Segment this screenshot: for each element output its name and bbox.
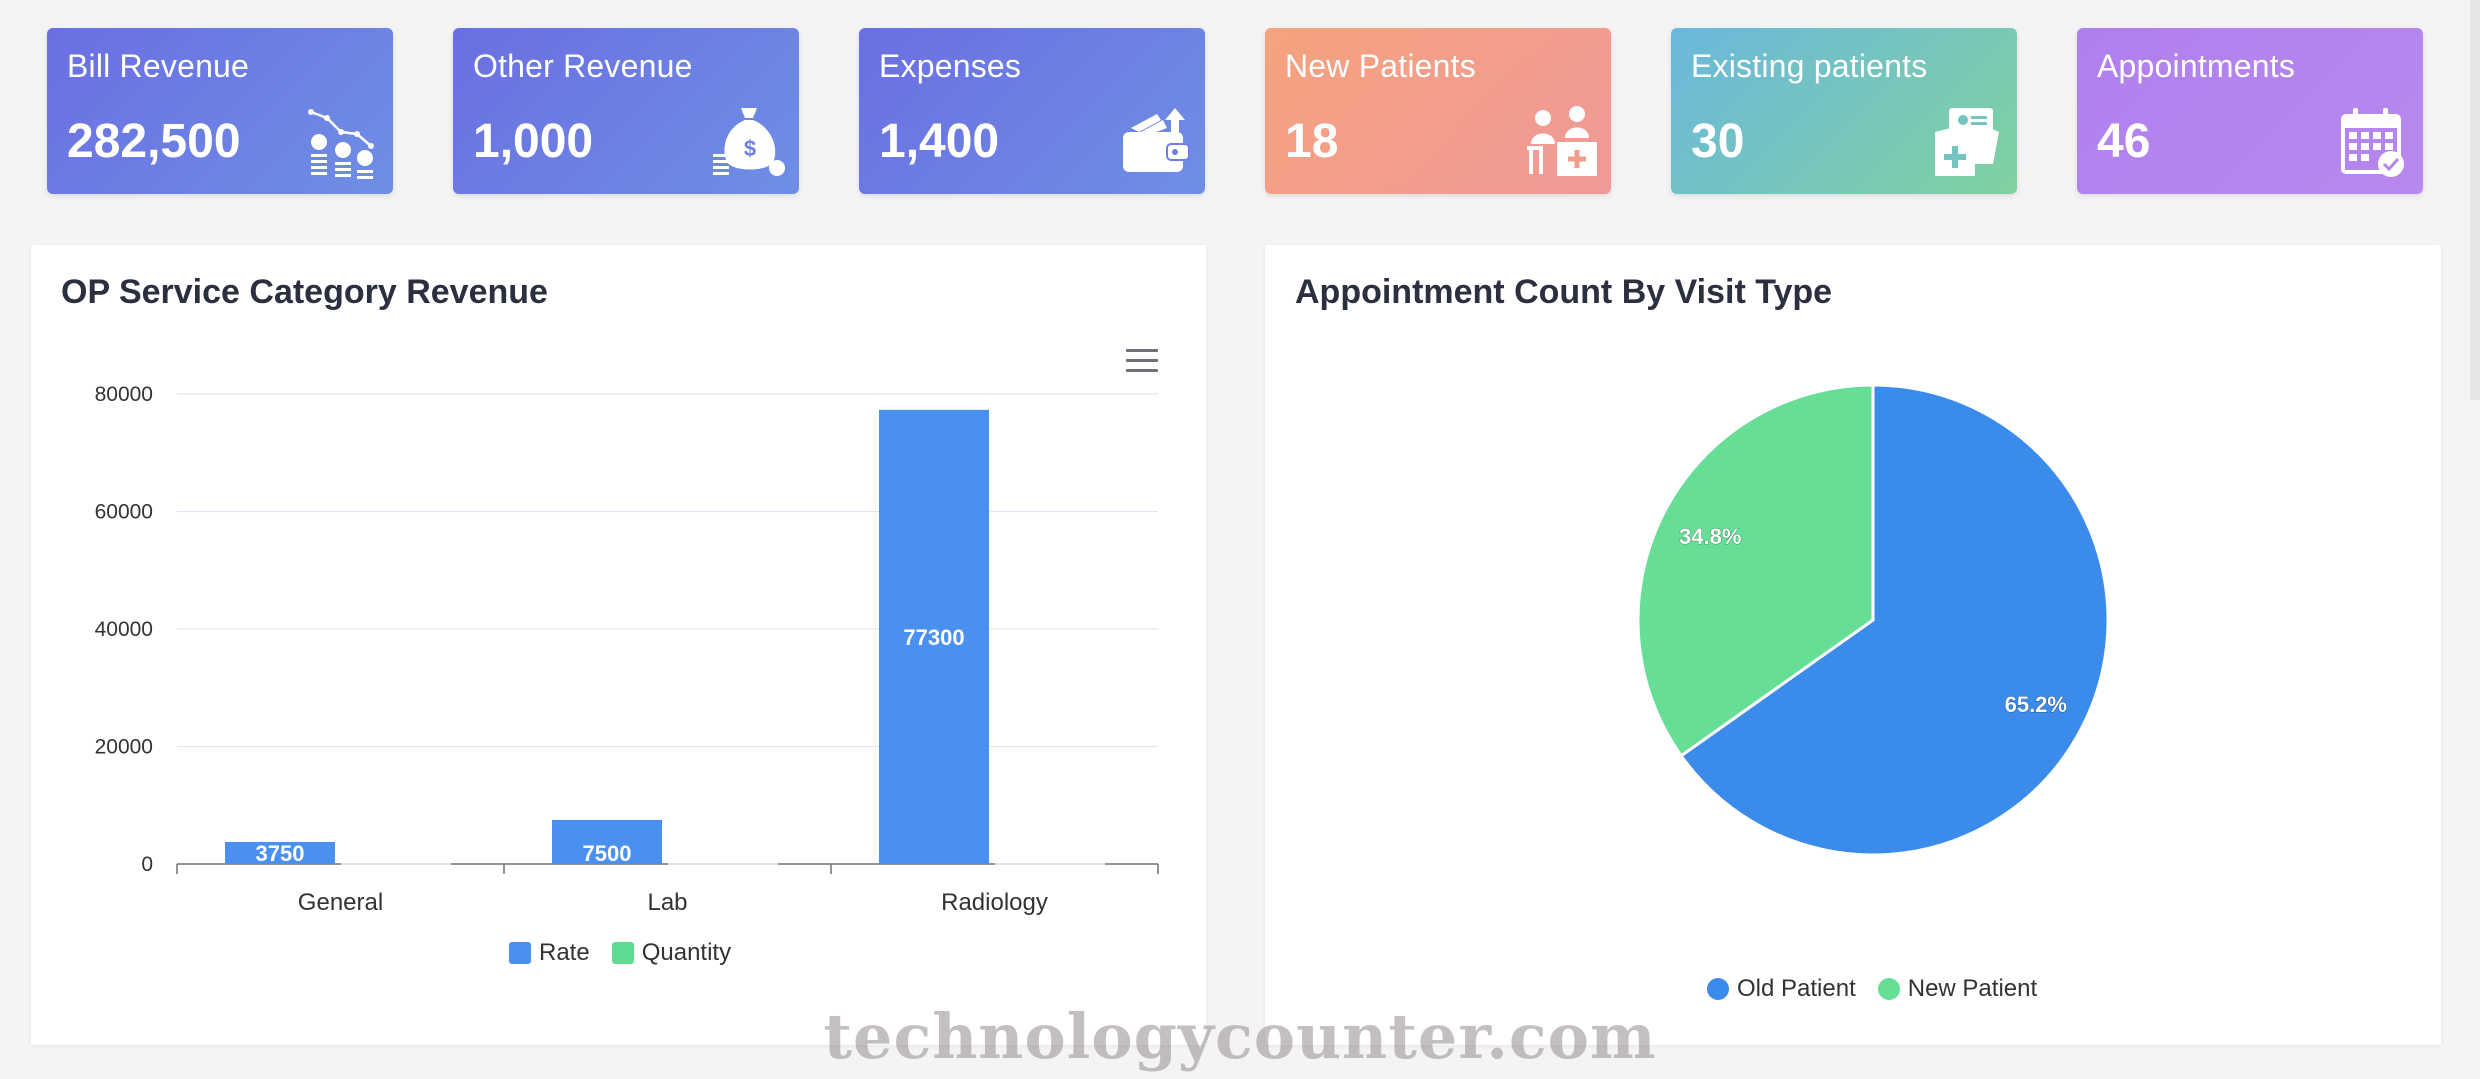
stat-value: 1,000 xyxy=(473,115,594,168)
bar-rate-radiology[interactable] xyxy=(879,409,989,864)
legend-swatch-rate xyxy=(509,942,531,964)
pie-slice-old-patient[interactable] xyxy=(1679,383,2110,857)
money-bag-icon: $ xyxy=(713,108,785,176)
calendar-check-icon xyxy=(2341,108,2404,177)
y-tick-label: 0 xyxy=(141,853,153,876)
stat-card-other-revenue[interactable]: Other Revenue 1,000 $ xyxy=(453,28,799,194)
svg-text:$: $ xyxy=(744,136,756,161)
legend-label: New Patient xyxy=(1907,975,2038,1002)
x-category-label: Radiology xyxy=(941,889,1048,916)
x-category-label: Lab xyxy=(647,889,687,916)
bar-data-label: 3750 xyxy=(256,841,305,866)
x-category-label: General xyxy=(298,889,383,916)
bar-quantity-lab[interactable] xyxy=(668,863,778,865)
legend-dot-old-patient xyxy=(1707,978,1729,1000)
bar-data-label: 77300 xyxy=(903,625,964,650)
watermark: technologycounter.com xyxy=(823,1000,1657,1073)
legend-item-quantity[interactable]: Quantity xyxy=(611,939,732,967)
stat-label: Expenses xyxy=(879,48,1022,84)
pie-data-label: 34.8% xyxy=(1679,524,1741,549)
legend-label: Rate xyxy=(539,939,590,966)
stat-value: 1,400 xyxy=(879,115,1000,168)
stat-label: Appointments xyxy=(2097,48,2296,84)
bar-quantity-radiology[interactable] xyxy=(995,863,1105,865)
pie-chart: 65.2% 34.8% xyxy=(1636,383,2110,857)
pie-slice-new-patient[interactable] xyxy=(1636,383,1875,758)
legend-dot-new-patient xyxy=(1877,978,1900,1000)
bar-data-label: 7500 xyxy=(583,841,632,866)
pie-legend: Old Patient New Patient xyxy=(1707,975,2037,1003)
legend-item-old-patient[interactable]: Old Patient xyxy=(1707,975,1856,1003)
legend-item-rate[interactable]: Rate xyxy=(509,939,590,967)
bar-rate-lab[interactable] xyxy=(552,819,662,864)
bar-quantity-general[interactable] xyxy=(341,863,451,865)
bar-rate-general[interactable] xyxy=(225,841,335,864)
stat-card-bill-revenue[interactable]: Bill Revenue 282,500 xyxy=(47,28,393,194)
chart-menu-icon[interactable] xyxy=(1126,349,1158,375)
y-tick-label: 40000 xyxy=(95,618,153,641)
stat-card-appointments[interactable]: Appointments 46 xyxy=(2077,28,2423,194)
appointment-count-panel: Appointment Count By Visit Type 65.2% 34.… xyxy=(1265,245,2441,1045)
stat-label: Other Revenue xyxy=(473,48,693,84)
stat-value: 46 xyxy=(2097,115,2151,168)
pie-data-label: 65.2% xyxy=(2005,692,2067,717)
legend-label: Quantity xyxy=(641,939,732,966)
stat-value: 30 xyxy=(1691,115,1745,168)
stat-value: 18 xyxy=(1285,115,1339,168)
legend-item-new-patient[interactable]: New Patient xyxy=(1877,975,2038,1003)
medical-record-icon xyxy=(1935,108,1999,176)
stat-value: 282,500 xyxy=(67,115,241,168)
bar-chart: 0 20000 40000 60000 80000 3750 General 7500 Lab 7… xyxy=(95,383,1159,916)
stat-label: Existing patients xyxy=(1691,48,1928,84)
wallet-icon xyxy=(1123,108,1190,172)
stat-label: Bill Revenue xyxy=(67,48,250,84)
panel-title: OP Service Category Revenue xyxy=(61,273,548,311)
doctor-patient-icon xyxy=(1527,106,1597,176)
y-tick-label: 80000 xyxy=(95,383,153,406)
legend-label: Old Patient xyxy=(1737,975,1856,1002)
stat-card-existing-patients[interactable]: Existing patients 30 xyxy=(1671,28,2017,194)
legend-swatch-quantity xyxy=(611,942,634,964)
stat-card-expenses[interactable]: Expenses 1,400 xyxy=(859,28,1205,194)
bar-legend: Rate Quantity xyxy=(509,939,731,967)
y-tick-label: 60000 xyxy=(95,501,153,524)
revenue-coins-icon xyxy=(308,109,374,179)
page-scrollbar[interactable] xyxy=(2470,0,2480,400)
y-tick-label: 20000 xyxy=(95,736,153,759)
stat-label: New Patients xyxy=(1285,48,1476,84)
op-service-revenue-panel: OP Service Category Revenue 0 20000 40000 6… xyxy=(31,245,1206,1045)
panel-title: Appointment Count By Visit Type xyxy=(1295,273,1833,311)
stat-card-new-patients[interactable]: New Patients 18 xyxy=(1265,28,1611,194)
